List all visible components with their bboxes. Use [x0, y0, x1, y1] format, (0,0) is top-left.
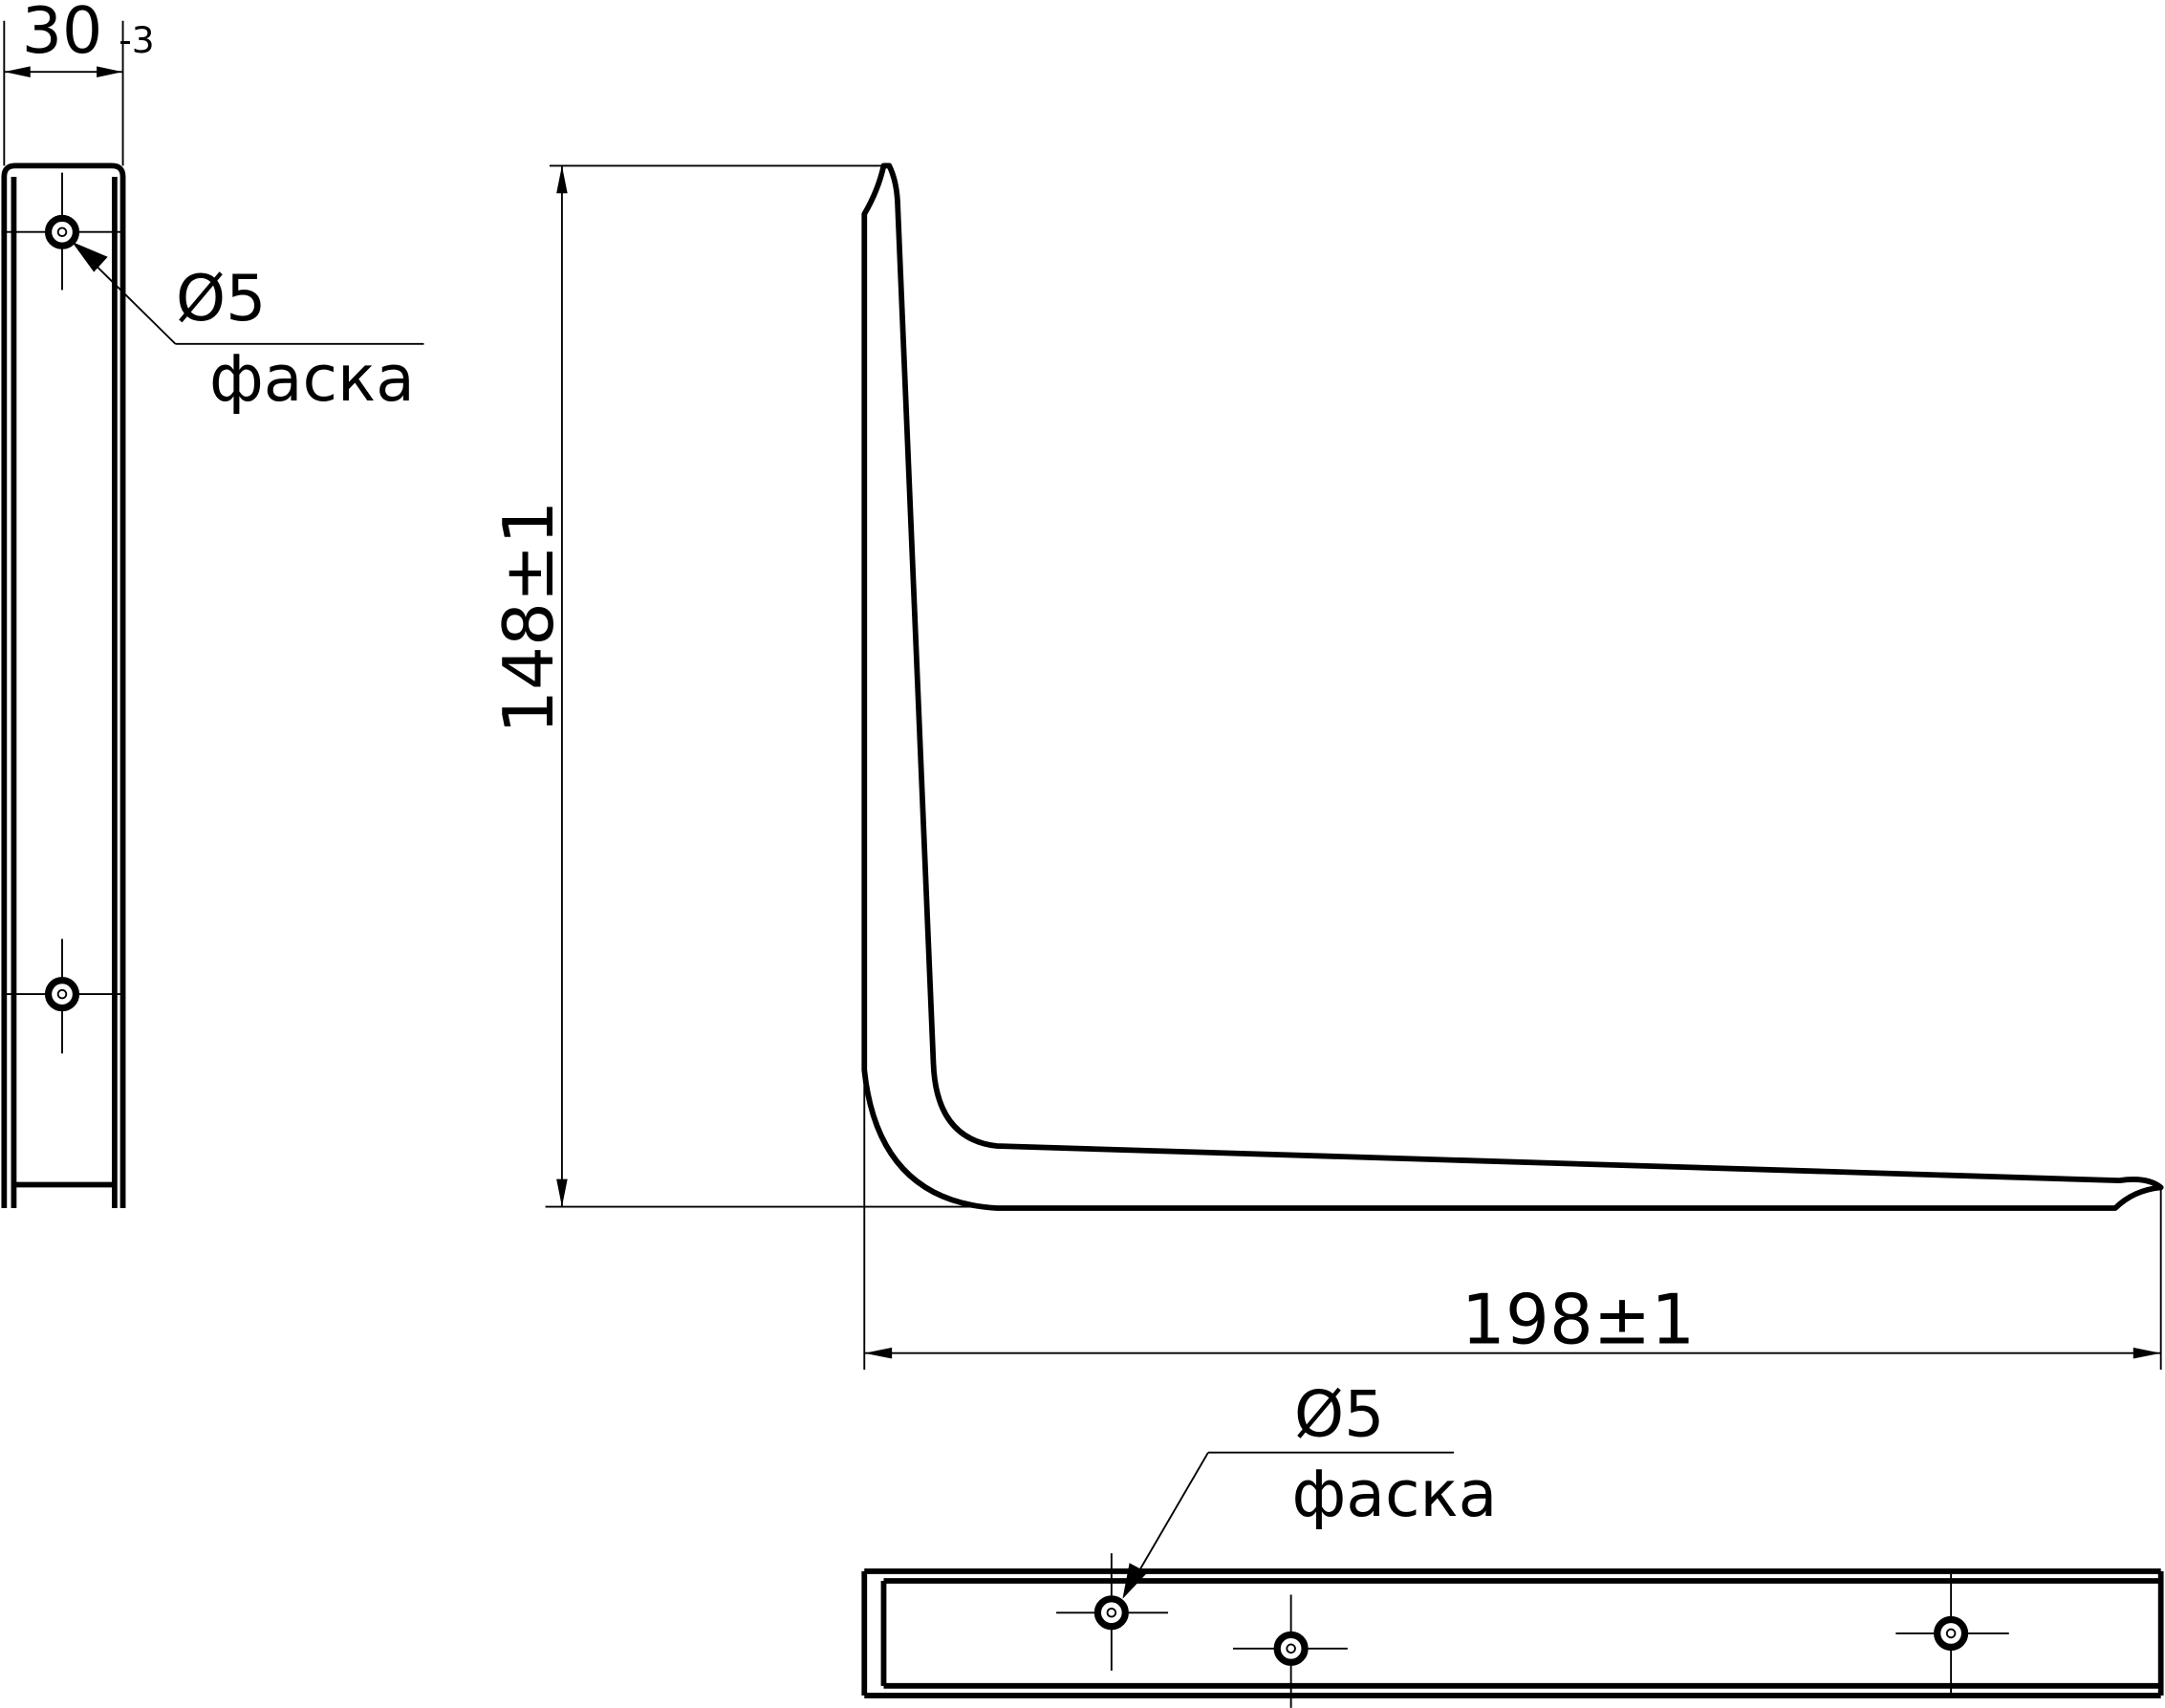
width-tolerance: -3	[119, 19, 154, 61]
length-dimension: 198±1	[1461, 1281, 1695, 1361]
side-view: 30 -3 Ø5 фаска	[1, 0, 424, 1209]
front-view: 148±1 198±1	[489, 162, 2164, 1371]
callout-note: фаска	[209, 341, 415, 416]
callout-diameter: Ø5	[176, 261, 267, 335]
width-value: 30	[22, 0, 103, 68]
top-view: Ø5 фаска	[861, 1376, 2164, 1708]
callout-diameter: Ø5	[1294, 1376, 1385, 1451]
callout-note: фаска	[1292, 1457, 1498, 1531]
height-dimension: 148±1	[489, 501, 570, 734]
